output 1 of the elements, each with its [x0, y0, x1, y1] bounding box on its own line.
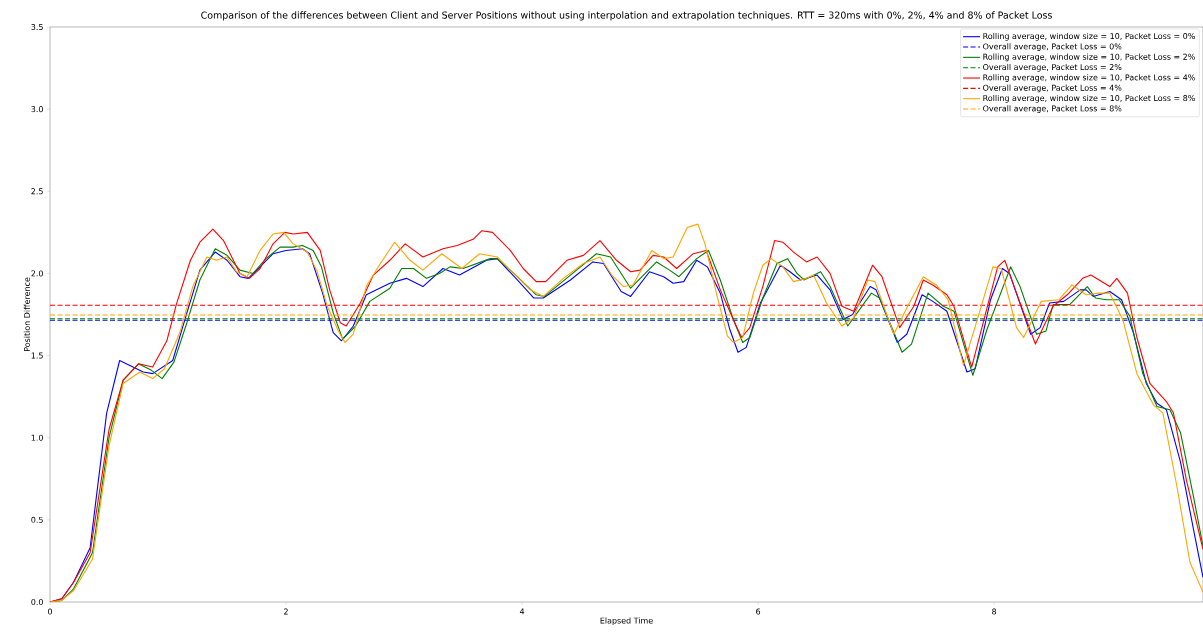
chart-title: Comparison of the differences between Client and Server Positions without using interpolation and extrapolation techniques. RTT = 320ms with 0%, 2%, 4% and 8% of Packet Loss: [201, 11, 1052, 21]
